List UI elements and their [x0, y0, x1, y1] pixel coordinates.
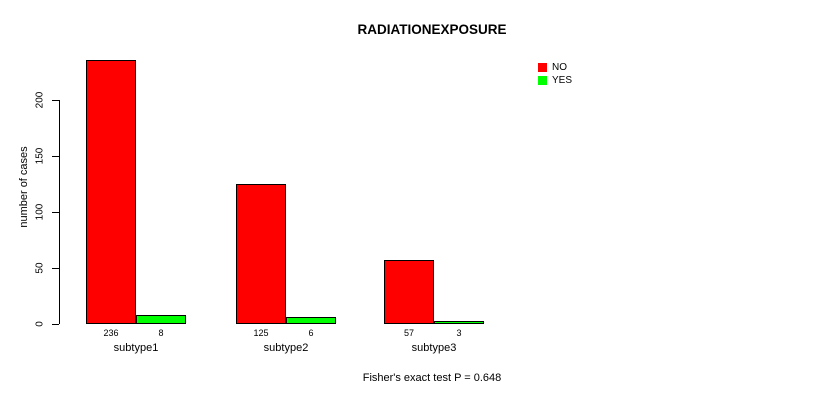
legend-swatch-icon — [538, 76, 547, 85]
bar-value-label: 236 — [103, 328, 119, 338]
y-tick-mark — [52, 156, 59, 157]
y-axis-label: number of cases — [18, 146, 30, 228]
bar-value-label: 57 — [403, 328, 415, 338]
x-category-label-subtype3: subtype3 — [411, 342, 457, 354]
x-category-label-subtype2: subtype2 — [263, 342, 309, 354]
caption: Fisher's exact test P = 0.648 — [362, 372, 502, 384]
bar-no-subtype1 — [86, 60, 136, 324]
x-category-label-subtype1: subtype1 — [113, 342, 159, 354]
y-tick-label: 100 — [34, 203, 46, 221]
bar-value-label: 125 — [253, 328, 269, 338]
legend: NO YES — [538, 62, 572, 88]
legend-entry-no: NO — [538, 62, 572, 73]
bar-value-label: 6 — [308, 328, 314, 338]
bar-no-subtype2 — [236, 184, 286, 324]
y-tick-mark — [52, 212, 59, 213]
legend-swatch-icon — [538, 63, 547, 72]
y-tick-mark — [52, 324, 59, 325]
y-tick-label: 200 — [34, 91, 46, 109]
y-tick-label: 150 — [34, 147, 46, 165]
y-tick-label: 0 — [34, 321, 46, 327]
chart-title: RADIATIONEXPOSURE — [357, 22, 507, 37]
bar-yes-subtype1 — [136, 315, 186, 324]
y-axis-line — [59, 100, 60, 324]
y-tick-mark — [52, 268, 59, 269]
bar-no-subtype3 — [384, 260, 434, 324]
bar-yes-subtype2 — [286, 317, 336, 324]
bar-yes-subtype3 — [434, 321, 484, 324]
legend-label: YES — [552, 75, 573, 86]
bar-value-label: 8 — [158, 328, 164, 338]
legend-label: NO — [552, 62, 567, 73]
y-tick-label: 50 — [34, 262, 46, 274]
legend-entry-yes: YES — [538, 75, 572, 86]
bar-value-label: 3 — [456, 328, 462, 338]
y-tick-mark — [52, 100, 59, 101]
